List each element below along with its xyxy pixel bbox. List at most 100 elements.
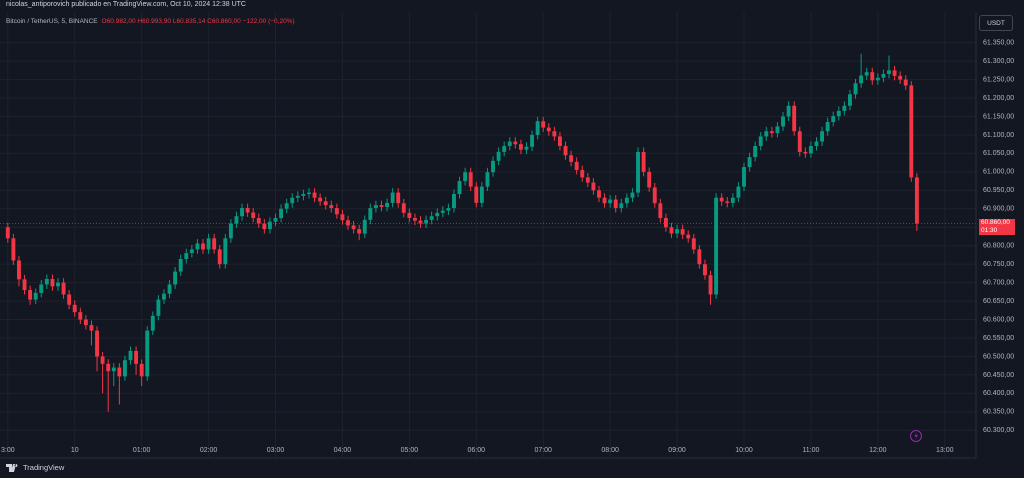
countdown: 01:30: [981, 226, 998, 234]
candle-body: [786, 105, 791, 117]
candle-body: [725, 201, 730, 203]
x-tick-label: 12:00: [869, 447, 887, 454]
candle-body: [535, 121, 540, 135]
candle-body: [256, 218, 261, 224]
candle-body: [903, 79, 908, 86]
y-tick-label: 60.700,00: [983, 279, 1014, 286]
x-tick-label: 13:00: [936, 447, 954, 454]
candle-body: [273, 218, 278, 222]
candle-body: [569, 155, 574, 162]
candle-body: [859, 75, 864, 84]
candle-body: [290, 197, 295, 204]
candle-body: [5, 227, 10, 239]
candle-body: [223, 238, 228, 265]
candle-body: [178, 258, 183, 272]
candle-body: [318, 197, 323, 202]
candle-body: [424, 219, 429, 224]
candle-body: [647, 171, 652, 188]
y-tick-label: 61.150,00: [983, 113, 1014, 120]
candle-body: [173, 271, 178, 285]
candle-body: [284, 203, 289, 209]
alert-icon[interactable]: [910, 430, 922, 442]
candle-body: [719, 197, 724, 202]
candle-body: [435, 212, 440, 217]
candle-body: [357, 229, 362, 234]
candle-body: [184, 253, 189, 259]
candle-body: [189, 249, 194, 254]
candle-body: [307, 192, 311, 195]
candle-body: [714, 197, 719, 295]
candle-body: [134, 350, 139, 364]
candle-body: [702, 264, 707, 276]
candle-body: [56, 282, 60, 287]
candle-body: [240, 208, 244, 217]
publish-header: nicolas_antiporovich publicado en Tradin…: [6, 1, 246, 8]
candle-body: [446, 208, 451, 211]
y-tick-label: 60.600,00: [983, 316, 1014, 323]
candle-body: [753, 146, 758, 158]
x-tick-label: 03:00: [267, 447, 285, 454]
candle-body: [351, 225, 356, 230]
candle-body: [33, 292, 38, 300]
candle-body: [552, 131, 557, 137]
candle-body: [502, 146, 507, 152]
candle-body: [78, 312, 83, 320]
candle-body: [541, 121, 546, 128]
x-tick-label: 11:00: [802, 447, 819, 454]
candle-body: [513, 141, 518, 145]
candle-body: [95, 330, 99, 357]
candle-body: [708, 275, 713, 295]
candle-body: [641, 151, 646, 172]
candle-body: [346, 220, 350, 226]
candle-body: [17, 260, 21, 280]
candle-body: [61, 282, 66, 295]
x-tick-label: 09:00: [668, 447, 686, 454]
candle-body: [825, 122, 830, 132]
candle-body: [245, 208, 250, 213]
candle-body: [468, 172, 473, 187]
candle-body: [518, 144, 523, 150]
y-tick-label: 60.750,00: [983, 261, 1014, 268]
candle-body: [574, 161, 579, 171]
candle-body: [853, 83, 858, 95]
candle-body: [831, 116, 836, 123]
currency-button[interactable]: USDT: [979, 15, 1013, 31]
candle-body: [334, 208, 339, 215]
candle-body: [697, 249, 702, 265]
candle-body: [145, 330, 150, 377]
candle-body: [892, 70, 897, 76]
candle-body: [730, 197, 735, 203]
candle-body: [340, 214, 345, 221]
candle-body: [474, 186, 479, 203]
candle-body: [663, 218, 668, 228]
candle-body: [457, 181, 462, 195]
candle-body: [864, 72, 869, 76]
candle-body: [546, 127, 551, 132]
y-tick-label: 60.450,00: [983, 372, 1014, 379]
y-tick-label: 60.800,00: [983, 243, 1014, 250]
x-tick-label: 01:00: [133, 447, 151, 454]
candle-body: [262, 223, 267, 230]
candle-body: [624, 197, 629, 204]
y-tick-label: 60.500,00: [983, 353, 1014, 360]
y-tick-label: 61.050,00: [983, 150, 1014, 157]
candle-body: [820, 131, 825, 142]
x-tick-label: 06:00: [468, 447, 486, 454]
candle-body: [597, 190, 601, 198]
candle-body: [111, 367, 116, 372]
candle-body: [530, 134, 535, 147]
ohlc: O60.982,00 H60.993,90 L60.835,14 C60.860…: [101, 18, 295, 25]
candle-body: [217, 249, 222, 265]
candle-body: [150, 315, 155, 331]
x-tick-label: 10: [71, 447, 79, 454]
symbol-line: Bitcoin / TetherUS, 5, BINANCE O60.982,00…: [6, 18, 295, 25]
candle-body: [669, 227, 674, 234]
candle-body: [808, 146, 813, 154]
candle-body: [491, 160, 495, 173]
candle-body: [914, 177, 919, 224]
candle-body: [323, 201, 328, 206]
candle-body: [479, 186, 484, 203]
candle-body: [758, 136, 763, 147]
candle-body: [775, 126, 780, 134]
price-axis: [976, 12, 1024, 458]
